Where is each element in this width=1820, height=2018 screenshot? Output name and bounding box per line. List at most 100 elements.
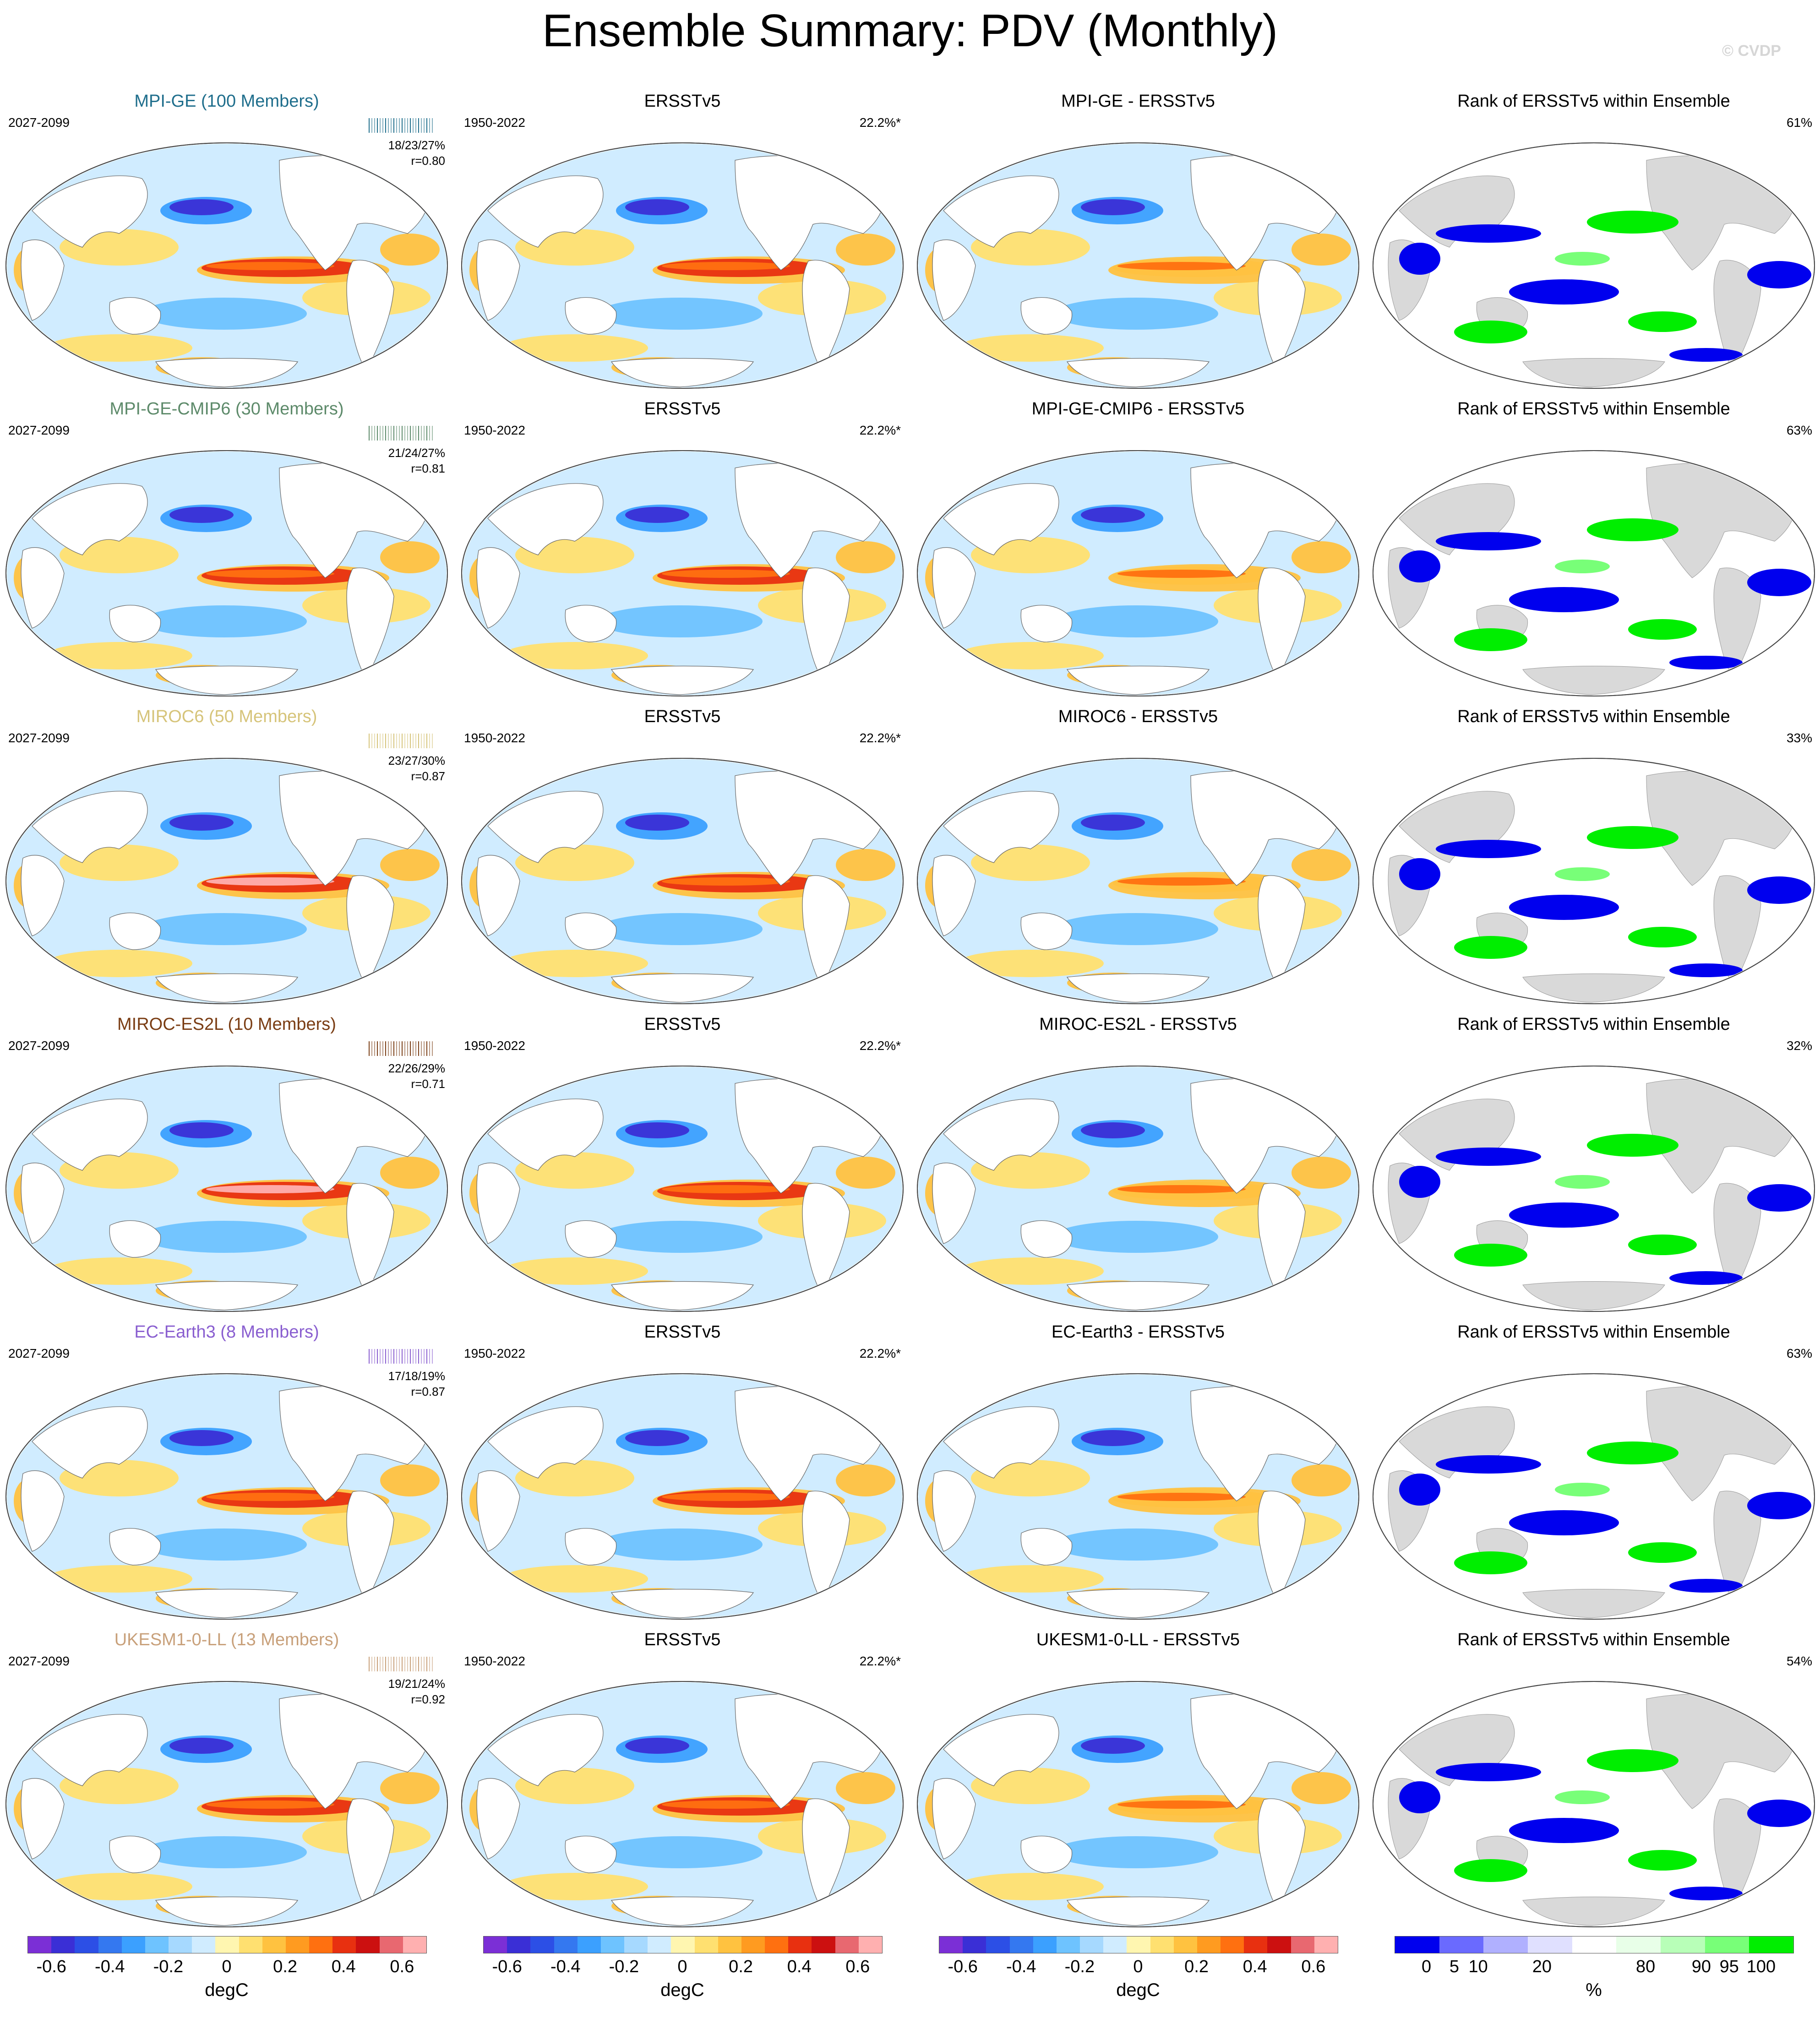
panel-obs-2: ERSSTv5 1950-2022 22.2%* [460, 399, 905, 698]
rank-patch [1587, 211, 1678, 234]
map-obs [461, 758, 904, 1004]
map-obs [461, 142, 904, 389]
period-label: 2027-2099 [8, 115, 70, 130]
rank-patch [1669, 963, 1743, 977]
map-diff [917, 758, 1359, 1004]
period-label: 2027-2099 [8, 423, 70, 437]
colorbar-swatch [963, 1936, 986, 1953]
colorbar-unit: degC [660, 1980, 704, 2000]
colorbar-swatch [1291, 1936, 1314, 1953]
colorbar-tick-label: 0 [677, 1957, 687, 1976]
panel-title: EC-Earth3 (8 Members) [134, 1322, 319, 1342]
colorbar-swatch [215, 1936, 239, 1953]
colorbar-swatch [1572, 1936, 1617, 1953]
panel-model-5: EC-Earth3 (8 Members) 2027-2099 17/18/19% r… [5, 1322, 449, 1621]
map-obs [461, 1373, 904, 1620]
rank-patch [1628, 1235, 1697, 1255]
map-diff [917, 1681, 1359, 1927]
correlation-label: r=0.87 [411, 769, 445, 783]
panel-rank-2: Rank of ERSSTv5 within Ensemble 63% [1372, 399, 1816, 698]
rank-patch [1747, 1492, 1811, 1519]
colorbar-swatch [986, 1936, 1010, 1953]
period-label: 1950-2022 [464, 1654, 525, 1668]
colorbar-swatch [507, 1936, 531, 1953]
rank-percent: 32% [1786, 1039, 1812, 1053]
stats-label: 19/21/24% [388, 1677, 445, 1691]
stats-label: 21/24/27% [388, 446, 445, 460]
rank-percent: 63% [1786, 1346, 1812, 1360]
map-diff [917, 142, 1359, 389]
colorbar-tick-label: 90 [1691, 1957, 1711, 1976]
map-obs [461, 450, 904, 696]
panel-title: Rank of ERSSTv5 within Ensemble [1457, 707, 1730, 726]
colorbar-tick-label: -0.2 [153, 1957, 184, 1976]
panel-title: MIROC6 - ERSSTv5 [1058, 707, 1218, 726]
rank-patch [1555, 252, 1610, 266]
rank-patch [1628, 927, 1697, 947]
colorbar-tick-label: -0.2 [609, 1957, 639, 1976]
period-label: 1950-2022 [464, 115, 525, 130]
colorbar-tick-label: 0 [1133, 1957, 1143, 1976]
colorbar-swatch [1033, 1936, 1057, 1953]
stats-label: 17/18/19% [388, 1369, 445, 1383]
panel-obs-1: ERSSTv5 1950-2022 22.2%* [460, 92, 905, 390]
rank-patch [1454, 628, 1527, 651]
rank-patch [1509, 587, 1619, 612]
rank-patch [1436, 840, 1541, 858]
panel-title: ERSSTv5 [644, 1015, 721, 1034]
colorbar-swatch [28, 1936, 52, 1953]
rank-patch [1454, 1244, 1527, 1267]
member-tick-strip [369, 734, 433, 748]
map-model [5, 1373, 448, 1620]
period-label: 2027-2099 [8, 1654, 70, 1668]
colorbar-swatch [1705, 1936, 1749, 1953]
colorbar-swatch [356, 1936, 380, 1953]
rank-patch [1747, 261, 1811, 288]
panel-obs-4: ERSSTv5 1950-2022 22.2%* [460, 1015, 905, 1313]
panel-title: Rank of ERSSTv5 within Ensemble [1457, 399, 1730, 419]
colorbar-swatch [1056, 1936, 1080, 1953]
panel-title: Rank of ERSSTv5 within Ensemble [1457, 1015, 1730, 1034]
colorbar-swatch [718, 1936, 741, 1953]
rank-patch [1436, 224, 1541, 243]
rank-patch [1747, 1800, 1811, 1827]
colorbar-swatch [648, 1936, 671, 1953]
colorbar-swatch [285, 1936, 310, 1953]
panel-diff-5: EC-Earth3 - ERSSTv5 [916, 1322, 1360, 1621]
member-tick-strip [369, 1657, 433, 1671]
map-obs [461, 1066, 904, 1312]
panel-title: Rank of ERSSTv5 within Ensemble [1457, 1322, 1730, 1342]
rank-patch [1587, 1441, 1678, 1464]
colorbar-swatch [309, 1936, 333, 1953]
panel-title: EC-Earth3 - ERSSTv5 [1052, 1322, 1225, 1342]
colorbar-cells [483, 1936, 883, 1953]
colorbar-swatch [239, 1936, 262, 1953]
map-model [5, 142, 448, 389]
colorbar-tick-label: 95 [1719, 1957, 1739, 1976]
colorbar-cells [1395, 1936, 1794, 1953]
rank-patch [1509, 1202, 1619, 1228]
rank-patch [1509, 895, 1619, 920]
colorbar-tick-label: 0.6 [1301, 1957, 1326, 1976]
panel-title: Rank of ERSSTv5 within Ensemble [1457, 1630, 1730, 1649]
member-tick-strip [369, 1349, 433, 1364]
rank-patch [1399, 858, 1440, 890]
colorbar-unit: % [1586, 1980, 1602, 2000]
rank-patch [1436, 1455, 1541, 1474]
map-rank [1373, 142, 1815, 389]
colorbar-tick-label: -0.4 [550, 1957, 581, 1976]
colorbar-swatch [262, 1936, 286, 1953]
panel-title: ERSSTv5 [644, 707, 721, 726]
colorbar-tick-label: 0 [222, 1957, 232, 1976]
variance-percent: 22.2%* [859, 731, 901, 745]
rank-patch [1555, 1175, 1610, 1189]
colorbar-swatch [1314, 1936, 1338, 1953]
rank-patch [1454, 1551, 1527, 1574]
rank-patch [1509, 1510, 1619, 1535]
rank-patch [1669, 1579, 1743, 1593]
panel-title: Rank of ERSSTv5 within Ensemble [1457, 92, 1730, 111]
period-label: 2027-2099 [8, 1039, 70, 1053]
colorbar-swatch [939, 1936, 963, 1953]
panel-title: ERSSTv5 [644, 1630, 721, 1649]
credit-watermark: © CVDP [1722, 42, 1781, 60]
